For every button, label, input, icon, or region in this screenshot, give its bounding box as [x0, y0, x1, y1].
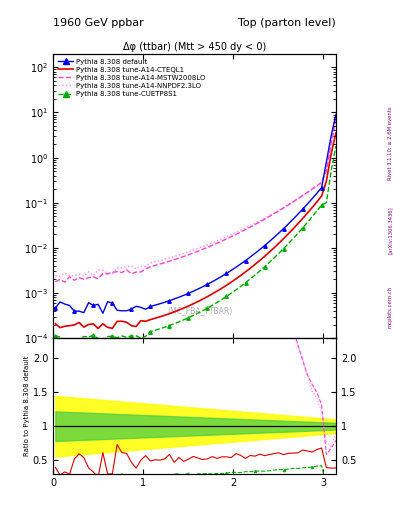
- Pythia 8.308 tune-CUETP8S1: [105, 333, 110, 339]
- Line: Pythia 8.308 tune-A14-CTEQL1: Pythia 8.308 tune-A14-CTEQL1: [55, 133, 336, 329]
- Text: Rivet 3.1.10; ≥ 2.6M events: Rivet 3.1.10; ≥ 2.6M events: [388, 106, 393, 180]
- Pythia 8.308 tune-A14-MSTW2008LO: [334, 116, 338, 122]
- Pythia 8.308 tune-A14-CTEQL1: [96, 326, 101, 332]
- Pythia 8.308 tune-A14-NNPDF2.3LO: [334, 115, 338, 121]
- Pythia 8.308 default: [105, 298, 110, 305]
- Pythia 8.308 tune-A14-MSTW2008LO: [129, 271, 134, 277]
- Title: Δφ (ttbar) (Mtt > 450 dy < 0): Δφ (ttbar) (Mtt > 450 dy < 0): [123, 41, 266, 52]
- Pythia 8.308 tune-CUETP8S1: [139, 335, 143, 342]
- Pythia 8.308 tune-A14-NNPDF2.3LO: [234, 229, 239, 236]
- Pythia 8.308 default: [53, 305, 58, 311]
- Line: Pythia 8.308 tune-A14-MSTW2008LO: Pythia 8.308 tune-A14-MSTW2008LO: [55, 119, 336, 282]
- Text: mcplots.cern.ch: mcplots.cern.ch: [388, 286, 393, 328]
- Pythia 8.308 tune-A14-CTEQL1: [334, 130, 338, 136]
- Pythia 8.308 default: [334, 112, 338, 118]
- Pythia 8.308 tune-CUETP8S1: [234, 287, 239, 293]
- Pythia 8.308 tune-A14-CTEQL1: [129, 323, 134, 329]
- Text: 1960 GeV ppbar: 1960 GeV ppbar: [53, 18, 144, 28]
- Pythia 8.308 tune-A14-MSTW2008LO: [139, 269, 143, 275]
- Pythia 8.308 tune-CUETP8S1: [148, 329, 153, 335]
- Text: Top (parton level): Top (parton level): [238, 18, 336, 28]
- Line: Pythia 8.308 default: Pythia 8.308 default: [53, 113, 338, 315]
- Pythia 8.308 tune-A14-CTEQL1: [234, 276, 239, 282]
- Line: Pythia 8.308 tune-CUETP8S1: Pythia 8.308 tune-CUETP8S1: [53, 144, 338, 344]
- Y-axis label: Ratio to Pythia 8.308 default: Ratio to Pythia 8.308 default: [24, 356, 30, 456]
- Pythia 8.308 tune-A14-MSTW2008LO: [234, 231, 239, 238]
- Pythia 8.308 tune-A14-NNPDF2.3LO: [53, 273, 58, 279]
- Pythia 8.308 tune-A14-NNPDF2.3LO: [58, 273, 62, 280]
- Pythia 8.308 tune-CUETP8S1: [153, 327, 158, 333]
- Pythia 8.308 default: [234, 264, 239, 270]
- Pythia 8.308 tune-A14-NNPDF2.3LO: [129, 263, 134, 269]
- Pythia 8.308 tune-A14-MSTW2008LO: [153, 262, 158, 268]
- Pythia 8.308 tune-A14-NNPDF2.3LO: [105, 270, 110, 276]
- Text: (MC_FBA_TTBAR): (MC_FBA_TTBAR): [167, 306, 233, 315]
- Pythia 8.308 default: [101, 310, 105, 316]
- Pythia 8.308 tune-A14-CTEQL1: [153, 315, 158, 322]
- Pythia 8.308 tune-A14-NNPDF2.3LO: [153, 259, 158, 265]
- Pythia 8.308 default: [139, 304, 143, 310]
- Line: Pythia 8.308 tune-A14-NNPDF2.3LO: Pythia 8.308 tune-A14-NNPDF2.3LO: [55, 118, 336, 276]
- Pythia 8.308 tune-A14-MSTW2008LO: [62, 279, 67, 285]
- Pythia 8.308 tune-CUETP8S1: [129, 333, 134, 339]
- Pythia 8.308 tune-A14-CTEQL1: [139, 317, 143, 324]
- Pythia 8.308 tune-A14-MSTW2008LO: [105, 271, 110, 277]
- Pythia 8.308 tune-A14-NNPDF2.3LO: [139, 263, 143, 269]
- Text: [arXiv:1306.3436]: [arXiv:1306.3436]: [388, 206, 393, 254]
- Pythia 8.308 tune-A14-MSTW2008LO: [148, 264, 153, 270]
- Pythia 8.308 tune-CUETP8S1: [53, 332, 58, 338]
- Pythia 8.308 default: [148, 303, 153, 309]
- Pythia 8.308 tune-CUETP8S1: [334, 143, 338, 149]
- Pythia 8.308 tune-CUETP8S1: [67, 339, 72, 345]
- Pythia 8.308 tune-A14-CTEQL1: [148, 316, 153, 323]
- Pythia 8.308 default: [129, 306, 134, 312]
- Pythia 8.308 default: [153, 302, 158, 308]
- Pythia 8.308 tune-A14-CTEQL1: [105, 324, 110, 330]
- Pythia 8.308 tune-A14-CTEQL1: [53, 321, 58, 327]
- Pythia 8.308 tune-A14-MSTW2008LO: [53, 279, 58, 285]
- Pythia 8.308 tune-A14-NNPDF2.3LO: [148, 260, 153, 266]
- Legend: Pythia 8.308 default, Pythia 8.308 tune-A14-CTEQL1, Pythia 8.308 tune-A14-MSTW20: Pythia 8.308 default, Pythia 8.308 tune-…: [57, 57, 207, 98]
